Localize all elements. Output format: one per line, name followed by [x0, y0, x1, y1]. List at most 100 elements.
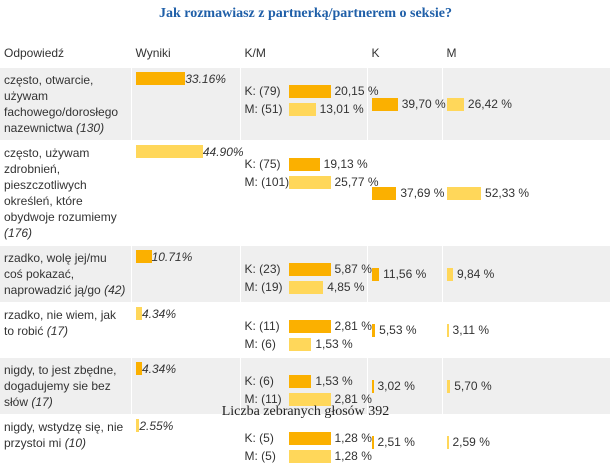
m-total-percent: 5,70 %	[454, 378, 492, 393]
m-cell: 26,42 %	[442, 68, 611, 141]
result-bar	[135, 250, 152, 263]
result-percent: 4.34%	[142, 307, 177, 321]
m-line: M: (101) 25,77 %	[244, 173, 379, 191]
m-bar	[288, 450, 331, 464]
m-percent: 25,77 %	[334, 175, 379, 189]
m-total-bar	[446, 98, 464, 112]
k-line: K: (6) 1,53 %	[245, 372, 363, 390]
m-total-percent: 26,42 %	[467, 96, 512, 111]
answer-text: nigdy, to jest zbędne, dogadujemy sie be…	[4, 363, 117, 409]
m-count: M: (101)	[244, 175, 290, 189]
poll-title: Jak rozmawiasz z partnerką/partnerem o s…	[158, 6, 453, 21]
answer-text: często, otwarcie, używam fachowego/doros…	[4, 73, 119, 135]
k-bar	[288, 320, 331, 334]
answer-count: (42)	[104, 283, 126, 297]
k-total-percent: 2,51 %	[377, 434, 415, 449]
header-m: M	[442, 40, 611, 68]
answer-text: rzadko, nie wiem, jak to robić	[4, 308, 117, 338]
k-count: K: (5)	[244, 431, 274, 445]
m-bar	[288, 393, 331, 407]
result-percent: 33.16%	[185, 72, 226, 86]
k-percent: 2,81 %	[334, 319, 372, 333]
result-bar	[135, 307, 142, 320]
k-count: K: (75)	[244, 157, 281, 171]
table-row: rzadko, nie wiem, jak to robić (17) 4.34…	[0, 302, 611, 358]
header-results: Wyniki	[131, 40, 241, 68]
k-count: K: (11)	[244, 319, 280, 333]
km-cell: K: (11) 2,81 % M: (6) 1,53 %	[240, 302, 372, 358]
result-cell: 4.34%	[131, 302, 241, 358]
result-bar	[135, 362, 142, 375]
k-bar	[288, 375, 312, 389]
k-percent: 1,53 %	[315, 374, 353, 388]
header-k: K	[367, 40, 443, 68]
answer-count: (17)	[46, 324, 69, 338]
table-row: nigdy, to jest zbędne, dogadujemy sie be…	[0, 357, 611, 415]
k-count: K: (6)	[244, 374, 274, 388]
vote-count: Liczba zebranych głosów 392	[221, 404, 390, 419]
k-total-percent: 39,70 %	[401, 96, 446, 111]
k-total-percent: 37,69 %	[400, 185, 445, 200]
header-answer: Odpowiedź	[0, 40, 132, 68]
answer-cell: nigdy, wstydzę się, nie przystoi mi (10)	[0, 414, 132, 470]
k-line: K: (75) 19,13 %	[244, 155, 368, 173]
k-total-bar	[371, 268, 380, 282]
m-total-bar	[446, 268, 453, 282]
m-cell: 2,59 %	[442, 414, 611, 470]
k-cell: 2,51 %	[367, 414, 443, 470]
answer-text: nigdy, wstydzę się, nie przystoi mi	[4, 420, 124, 450]
k-count: K: (23)	[244, 262, 281, 276]
m-total-bar	[446, 187, 482, 201]
answer-count: (176)	[4, 226, 33, 240]
k-count: K: (79)	[244, 84, 281, 98]
k-cell: 3,02 %	[367, 357, 443, 415]
result-cell: 44.90%	[131, 140, 244, 246]
answer-count: (17)	[31, 395, 53, 409]
result-bar	[135, 145, 203, 158]
m-total-bar	[446, 436, 449, 450]
k-total-percent: 11,56 %	[383, 266, 427, 281]
m-cell: 52,33 %	[442, 140, 611, 246]
k-bar	[288, 85, 331, 99]
result-percent: 10.71%	[151, 250, 193, 264]
k-percent: 20,15 %	[334, 84, 379, 98]
m-count: M: (51)	[244, 102, 283, 116]
answer-cell: rzadko, wolę jej/mu coś pokazać, naprowa…	[0, 245, 132, 303]
result-cell: 33.16%	[131, 68, 241, 141]
k-total-percent: 5,53 %	[379, 322, 417, 337]
m-count: M: (11)	[244, 392, 282, 406]
k-total-bar	[371, 324, 376, 338]
km-cell: K: (23) 5,87 % M: (19) 4,85 %	[240, 245, 372, 303]
answer-count: (10)	[64, 436, 87, 450]
k-bar	[288, 432, 331, 446]
m-line: M: (11) 2,81 %	[244, 390, 372, 408]
table-row: często, używam zdrobnień, pieszczotliwyc…	[0, 140, 611, 246]
k-line: K: (5) 1,28 %	[244, 429, 372, 447]
results-table: Odpowiedź Wyniki K/M K M często, otwarci…	[0, 40, 611, 470]
answer-cell: rzadko, nie wiem, jak to robić (17)	[0, 302, 132, 358]
k-cell: 37,69 %	[367, 140, 445, 246]
k-percent: 1,28 %	[334, 431, 372, 445]
table-row: rzadko, wolę jej/mu coś pokazać, naprowa…	[0, 245, 611, 303]
m-percent: 13,01 %	[319, 102, 364, 116]
k-percent: 19,13 %	[323, 157, 368, 171]
m-percent: 4,85 %	[327, 280, 365, 294]
answer-text: często, używam zdrobnień, pieszczotliwyc…	[4, 146, 117, 224]
m-line: M: (6) 1,53 %	[245, 335, 363, 353]
m-total-bar	[446, 380, 451, 394]
m-count: M: (5)	[244, 449, 276, 463]
m-line: M: (51) 13,01 %	[244, 100, 364, 118]
k-line: K: (11) 2,81 %	[244, 317, 372, 335]
k-cell: 5,53 %	[367, 302, 443, 358]
k-percent: 5,87 %	[334, 262, 372, 276]
m-bar	[288, 176, 331, 190]
result-bar	[135, 419, 140, 432]
k-total-bar	[371, 436, 374, 450]
k-bar	[288, 158, 320, 172]
m-percent: 2,81 %	[334, 392, 372, 406]
answer-text: rzadko, wolę jej/mu coś pokazać, naprowa…	[4, 251, 107, 297]
m-total-percent: 2,59 %	[452, 434, 490, 449]
m-line: M: (19) 4,85 %	[245, 278, 365, 296]
result-cell: 10.71%	[131, 245, 241, 303]
m-count: M: (6)	[244, 337, 276, 351]
